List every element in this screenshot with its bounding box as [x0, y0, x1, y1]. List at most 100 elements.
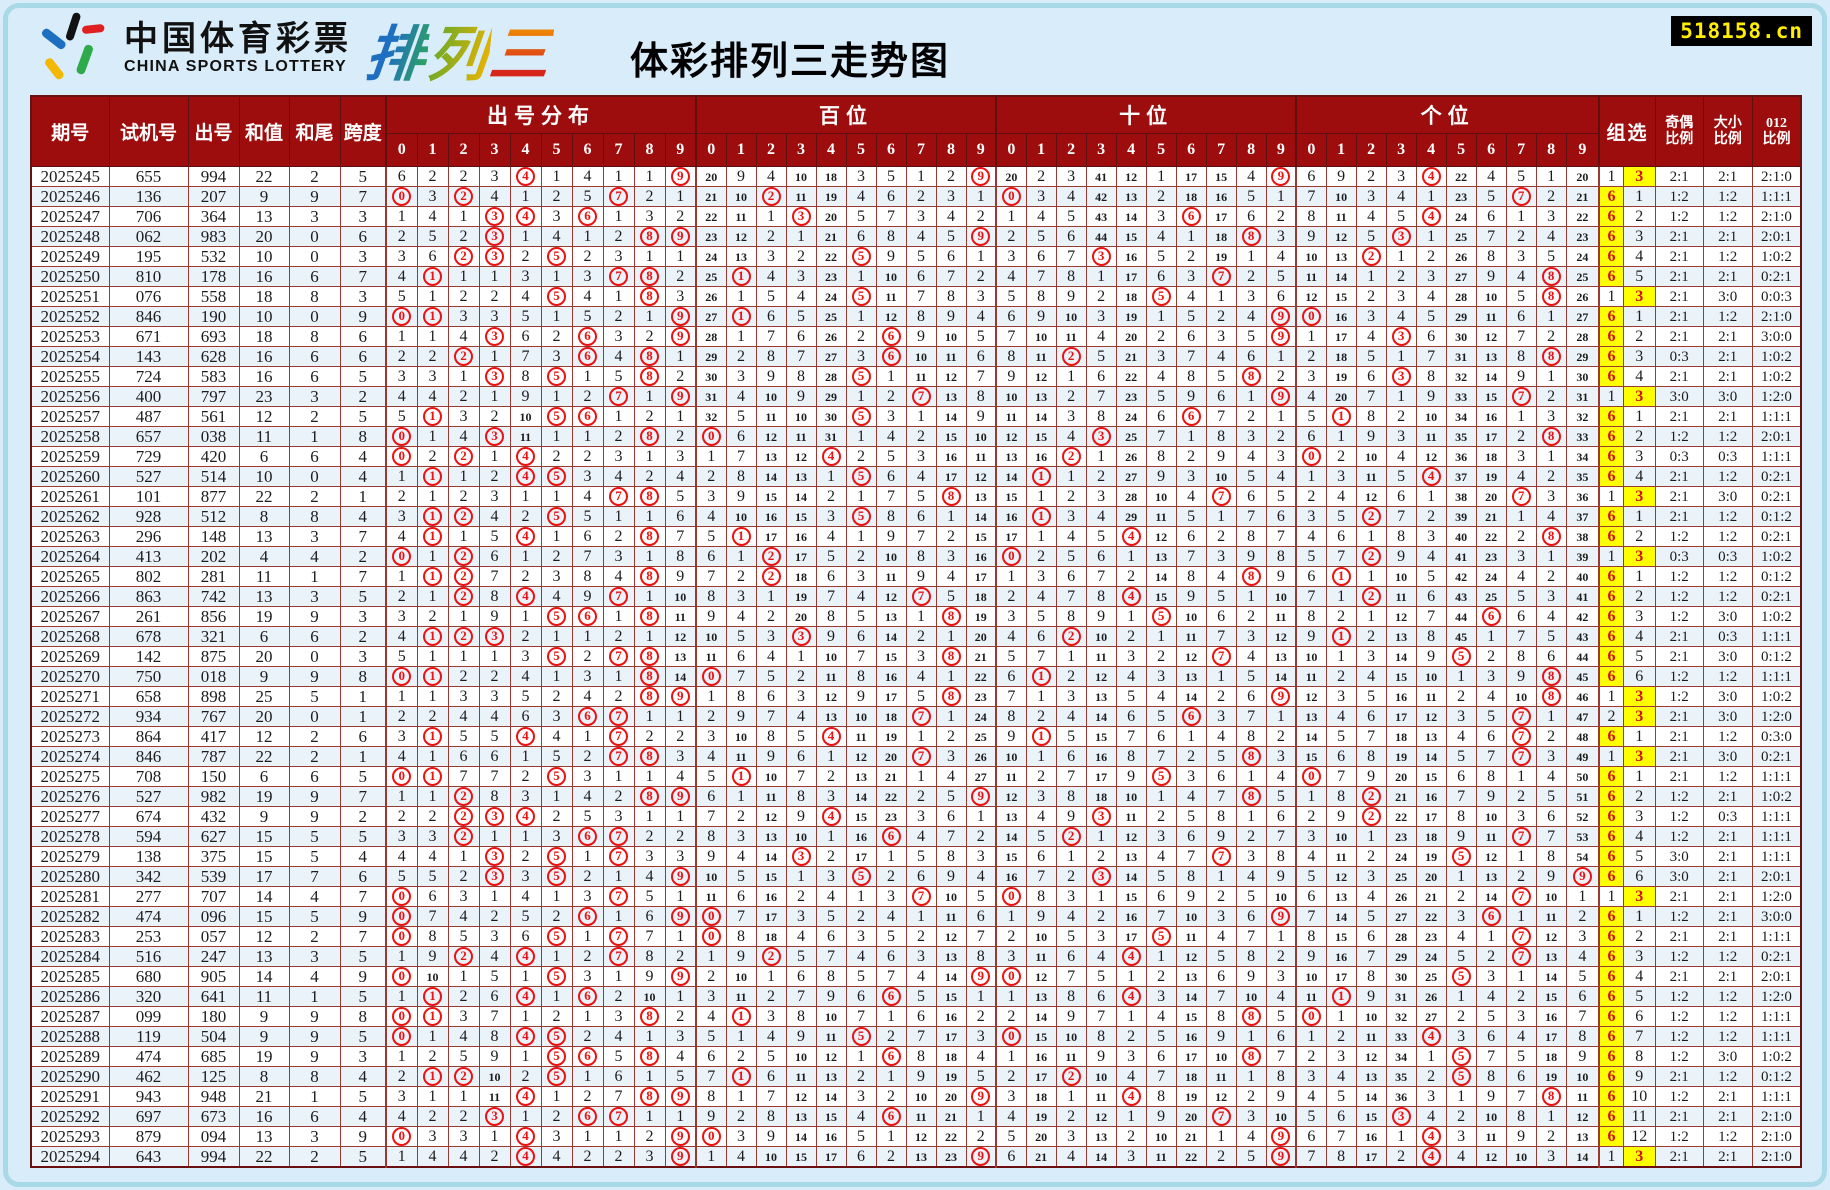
draw-number-cell: 797: [187, 386, 240, 407]
omission-cell-tens: 4: [1235, 646, 1267, 667]
omission-cell-tens: 9: [1145, 1106, 1177, 1127]
omission-cell-units: 7: [1445, 786, 1477, 807]
draw-number-cell: 038: [187, 426, 240, 447]
omission-cell-tens: 5: [1265, 486, 1297, 507]
drawn-digit-circle: 5: [547, 467, 566, 486]
omission-cell-dist: 2: [664, 266, 697, 287]
omission-cell-units: 4: [1445, 726, 1477, 747]
drawn-cell-hundreds: 7: [905, 886, 937, 907]
omission-cell-units: 9: [1295, 626, 1327, 647]
omission-cell-tens: 3: [1235, 426, 1267, 447]
drawn-digit-circle: 4: [516, 1027, 535, 1046]
omission-cell-hundreds: 8: [935, 286, 967, 307]
period-cell: 2025257: [30, 406, 110, 427]
omission-cell-units: 9: [1325, 806, 1357, 827]
omission-cell-hundreds: 9: [875, 526, 907, 547]
omission-cell-hundreds: 12: [965, 466, 997, 487]
omission-cell-tens: 2: [1025, 166, 1057, 187]
sum-cell: 14: [238, 966, 290, 987]
draw-number-cell: 983: [187, 226, 240, 247]
span-cell: 6: [339, 726, 387, 747]
digit-header-tens-8: 8: [1235, 133, 1267, 167]
omission-cell-hundreds: 15: [965, 526, 997, 547]
period-cell: 2025246: [30, 186, 110, 207]
period-cell: 2025292: [30, 1106, 110, 1127]
sum-tail-cell: 2: [288, 486, 341, 507]
omission-cell-dist: 5: [571, 806, 604, 827]
drawn-cell-hundreds: 3: [785, 206, 817, 227]
omission-cell-units: 4: [1565, 946, 1600, 967]
sum-cell: 6: [238, 446, 290, 467]
omission-cell-tens: 2: [1055, 386, 1087, 407]
omission-cell-tens: 8: [1265, 1066, 1297, 1087]
omission-cell-tens: 4: [1055, 186, 1087, 207]
test-number-cell: 101: [108, 486, 189, 507]
drawn-cell-dist: 9: [664, 966, 697, 987]
drawn-cell-dist: 2: [447, 806, 480, 827]
omission-cell-hundreds: 4: [725, 386, 757, 407]
omission-cell-tens: 3: [1085, 486, 1117, 507]
span-cell: 5: [339, 986, 387, 1007]
omission-cell-units: 29: [1565, 346, 1600, 367]
sum-cell: 9: [238, 1026, 290, 1047]
omission-cell-tens: 13: [1175, 966, 1207, 987]
omission-cell-dist: 4: [478, 946, 511, 967]
omission-cell-dist: 4: [478, 506, 511, 527]
omission-cell-tens: 22: [1175, 1146, 1207, 1168]
drawn-cell-hundreds: 8: [935, 606, 967, 627]
omission-cell-units: 15: [1325, 926, 1357, 947]
omission-cell-hundreds: 8: [905, 1046, 937, 1067]
drawn-digit-circle: 1: [423, 1067, 442, 1086]
omission-cell-hundreds: 7: [725, 446, 757, 467]
omission-cell-tens: 20: [1175, 1106, 1207, 1127]
omission-cell-hundreds: 31: [695, 386, 727, 407]
drawn-cell-tens: 8: [1235, 1006, 1267, 1027]
sum-cell: 23: [238, 386, 290, 407]
omission-cell-dist: 2: [478, 466, 511, 487]
sum-cell: 20: [238, 706, 290, 727]
draw-number-cell: 898: [187, 686, 240, 707]
omission-cell-dist: 1: [540, 266, 573, 287]
test-number-cell: 253: [108, 926, 189, 947]
drawn-cell-hundreds: 6: [875, 1046, 907, 1067]
omission-cell-tens: 5: [1025, 606, 1057, 627]
omission-cell-hundreds: 8: [905, 546, 937, 567]
span-cell: 7: [339, 786, 387, 807]
digit-header-dist-7: 7: [602, 133, 635, 167]
omission-cell-dist: 4: [571, 786, 604, 807]
omission-cell-tens: 7: [1085, 1006, 1117, 1027]
omission-cell-tens: 10: [1175, 906, 1207, 927]
omission-cell-hundreds: 12: [815, 1046, 847, 1067]
omission-cell-units: 36: [1445, 446, 1477, 467]
odd-even-ratio-cell: 1:2: [1654, 666, 1704, 687]
omission-cell-hundreds: 3: [785, 906, 817, 927]
digit-header-dist-3: 3: [478, 133, 511, 167]
drawn-cell-tens: 7: [1205, 1106, 1237, 1127]
omission-cell-hundreds: 20: [785, 606, 817, 627]
span-cell: 4: [339, 446, 387, 467]
omission-cell-dist: 2: [509, 766, 542, 787]
omission-cell-units: 4: [1535, 606, 1567, 627]
omission-cell-hundreds: 6: [755, 1066, 787, 1087]
omission-cell-tens: 15: [1115, 886, 1147, 907]
omission-cell-dist: 4: [602, 566, 635, 587]
drawn-digit-circle: 9: [971, 1087, 991, 1106]
omission-cell-tens: 4: [1055, 526, 1087, 547]
omission-cell-tens: 22: [1115, 366, 1147, 387]
omission-cell-hundreds: 25: [695, 266, 727, 287]
012-ratio-cell: 1:0:2: [1751, 546, 1802, 567]
omission-cell-tens: 13: [995, 806, 1027, 827]
omission-cell-units: 14: [1475, 366, 1507, 387]
omission-cell-dist: 4: [447, 426, 480, 447]
omission-cell-tens: 3: [1205, 326, 1237, 347]
drawn-cell-dist: 8: [633, 526, 666, 547]
group-six-cell: 6: [1598, 806, 1624, 827]
test-number-cell: 706: [108, 206, 189, 227]
drawn-cell-dist: 6: [571, 406, 604, 427]
omission-cell-hundreds: 8: [785, 1006, 817, 1027]
big-small-ratio-cell: 2:1: [1702, 226, 1753, 247]
omission-cell-dist: 2: [416, 606, 449, 627]
omission-cell-tens: 9: [1235, 546, 1267, 567]
omission-cell-hundreds: 1: [845, 266, 877, 287]
odd-even-ratio-cell: 2:1: [1654, 286, 1704, 307]
